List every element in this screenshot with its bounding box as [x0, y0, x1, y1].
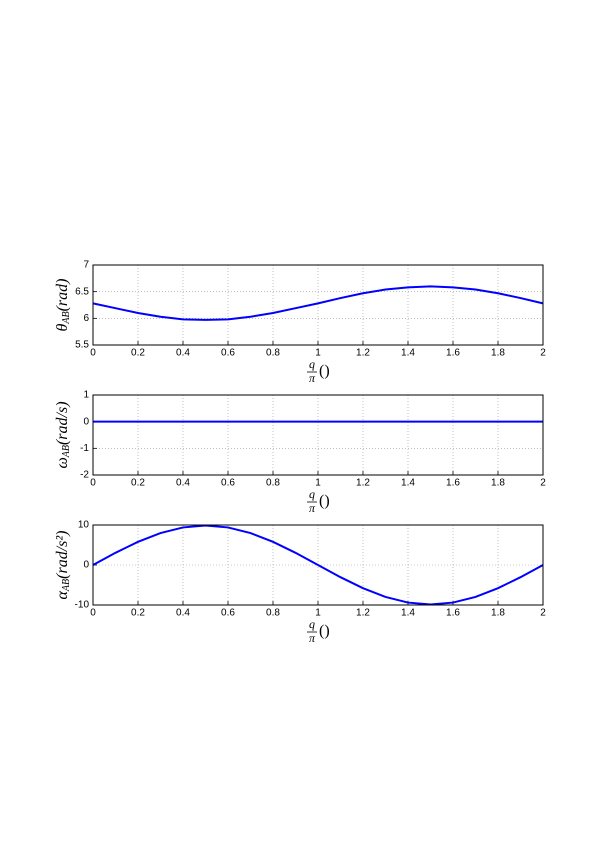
y-label-subscript: AB [61, 445, 72, 458]
y-tick-label: -10 [75, 600, 90, 611]
x-tick-label: 0 [90, 348, 96, 359]
x-label-denominator: π [309, 501, 316, 515]
x-tick-label: 0.2 [131, 608, 145, 619]
x-tick-label: 0.6 [221, 348, 235, 359]
x-tick-label: 1.4 [401, 608, 415, 619]
x-tick-label: 2 [540, 478, 546, 489]
x-label-suffix: () [319, 493, 330, 510]
x-tick-label: 0 [90, 608, 96, 619]
y-tick-label: 0 [83, 416, 89, 427]
data-line [92, 524, 544, 606]
x-tick-label: 0.4 [176, 478, 190, 489]
y-tick-label: -2 [80, 470, 89, 481]
x-tick-label: 0 [90, 478, 96, 489]
x-tick-label: 0.8 [266, 348, 280, 359]
x-tick-label: 1.6 [446, 348, 460, 359]
x-label-numerator: q [309, 617, 315, 631]
y-label-unit: (rad/s²) [54, 531, 71, 579]
axes-frame [92, 264, 544, 346]
x-tick-label: 1.2 [356, 348, 370, 359]
y-tick-label: -1 [80, 443, 89, 454]
y-label-symbol: θ [54, 323, 71, 331]
y-tick-label: 10 [78, 520, 90, 531]
x-tick-label: 2 [540, 348, 546, 359]
x-tick-label: 1.8 [491, 348, 505, 359]
y-tick-label: 5.5 [75, 340, 89, 351]
y-label-subscript: AB [61, 311, 72, 324]
x-tick-label: 1 [315, 478, 321, 489]
x-tick-label: 0.4 [176, 348, 190, 359]
x-tick-label: 1.8 [491, 478, 505, 489]
x-tick-label: 1.6 [446, 478, 460, 489]
x-tick-label: 1.4 [401, 478, 415, 489]
x-label-denominator: π [309, 631, 316, 645]
y-tick-label: 6 [83, 313, 89, 324]
x-label-suffix: () [319, 623, 330, 640]
y-tick-label: 0 [83, 560, 89, 571]
x-tick-label: 0.6 [221, 608, 235, 619]
x-tick-label: 1.2 [356, 478, 370, 489]
x-tick-label: 0.8 [266, 608, 280, 619]
data-line [92, 285, 544, 321]
x-tick-label: 1.6 [446, 608, 460, 619]
y-label-subscript: AB [61, 579, 72, 592]
x-label-suffix: () [319, 363, 330, 380]
y-label-unit: (rad) [54, 279, 71, 312]
x-label-numerator: q [309, 487, 315, 501]
y-label-unit: (rad/s) [54, 401, 71, 445]
x-label-denominator: π [309, 371, 316, 385]
x-tick-label: 0.2 [131, 478, 145, 489]
x-tick-label: 0.6 [221, 478, 235, 489]
x-tick-label: 1.2 [356, 608, 370, 619]
x-tick-label: 1.8 [491, 608, 505, 619]
y-label: αAB(rad/s²) [54, 531, 73, 600]
y-tick-label: 6.5 [75, 286, 89, 297]
y-label-symbol: α [54, 590, 71, 599]
y-tick-label: 1 [83, 390, 89, 401]
y-label: ωAB(rad/s) [54, 401, 73, 468]
x-label-numerator: q [309, 357, 315, 371]
y-label: θAB(rad) [54, 279, 73, 332]
x-tick-label: 0.2 [131, 348, 145, 359]
x-tick-label: 0.4 [176, 608, 190, 619]
x-tick-label: 1 [315, 608, 321, 619]
x-tick-label: 1.4 [401, 348, 415, 359]
y-tick-label: 7 [83, 260, 89, 271]
x-tick-label: 2 [540, 608, 546, 619]
x-tick-label: 0.8 [266, 478, 280, 489]
y-label-symbol: ω [54, 457, 71, 468]
axes-frame [92, 524, 544, 606]
x-tick-label: 1 [315, 348, 321, 359]
axes-frame [92, 394, 544, 476]
